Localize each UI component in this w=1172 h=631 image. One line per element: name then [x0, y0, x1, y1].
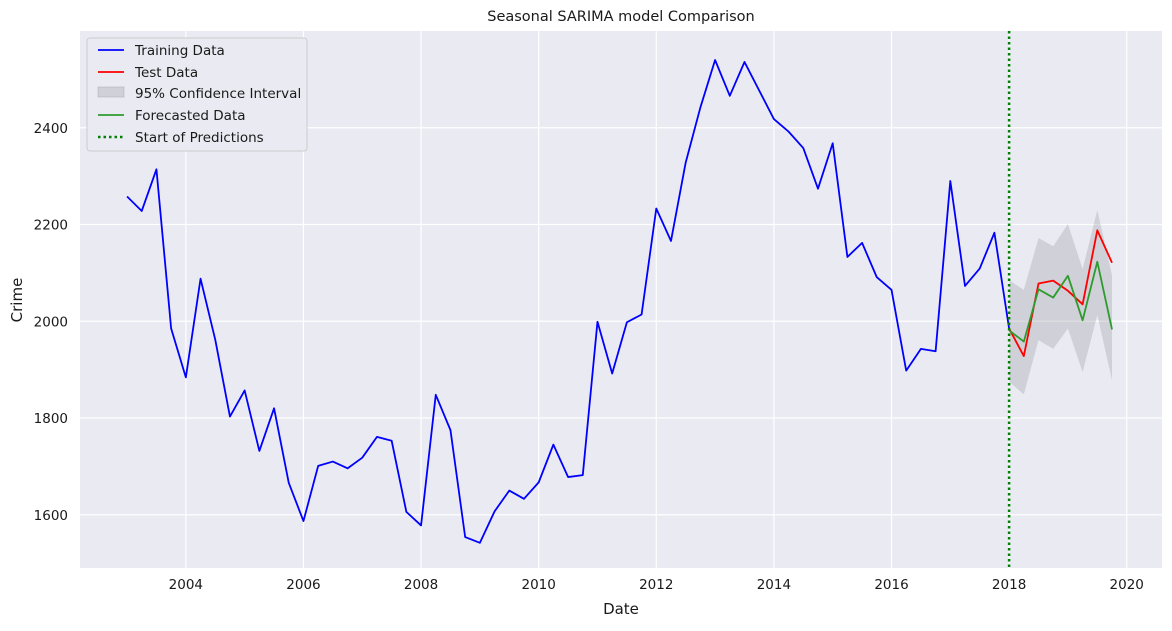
confidence-interval-band [1009, 210, 1113, 395]
legend-label-vline: Start of Predictions [135, 130, 264, 146]
legend-label-training: Training Data [134, 43, 225, 59]
x-tick-label-2010: 2010 [521, 577, 555, 593]
x-tick-label-2020: 2020 [1110, 577, 1144, 593]
x-tick-label-2014: 2014 [757, 577, 791, 593]
x-tick-label-2012: 2012 [639, 577, 673, 593]
legend-label-confidence: 95% Confidence Interval [135, 86, 301, 102]
legend-label-test: Test Data [134, 65, 198, 81]
x-tick-label-2016: 2016 [874, 577, 908, 593]
legend-label-forecast: Forecasted Data [135, 108, 246, 124]
x-axis-label: Date [603, 600, 639, 618]
legend: Training Data Test Data 95% Confidence I… [86, 37, 308, 152]
y-tick-label-1600: 1600 [34, 508, 68, 524]
series-layer [126, 59, 1113, 544]
series-line-training-data [126, 59, 1010, 544]
y-axis-label: Crime [8, 278, 26, 323]
x-tick-label-2018: 2018 [992, 577, 1026, 593]
x-tick-label-2004: 2004 [169, 577, 203, 593]
x-tick-label-2006: 2006 [286, 577, 320, 593]
legend-swatch-confidence [97, 86, 125, 98]
legend-frame [86, 37, 308, 152]
tick-labels: 2004 2006 2008 2010 2012 2014 2016 2018 2020 1600… [34, 121, 1144, 593]
chart-title: Seasonal SARIMA model Comparison [487, 9, 755, 25]
y-tick-label-2400: 2400 [34, 121, 68, 137]
confidence-band-layer [1009, 210, 1113, 395]
y-tick-label-1800: 1800 [34, 411, 68, 427]
series-line-forecasted-data [1008, 260, 1113, 343]
y-tick-label-2200: 2200 [34, 218, 68, 234]
y-tick-label-2000: 2000 [34, 314, 68, 330]
x-tick-label-2008: 2008 [404, 577, 438, 593]
